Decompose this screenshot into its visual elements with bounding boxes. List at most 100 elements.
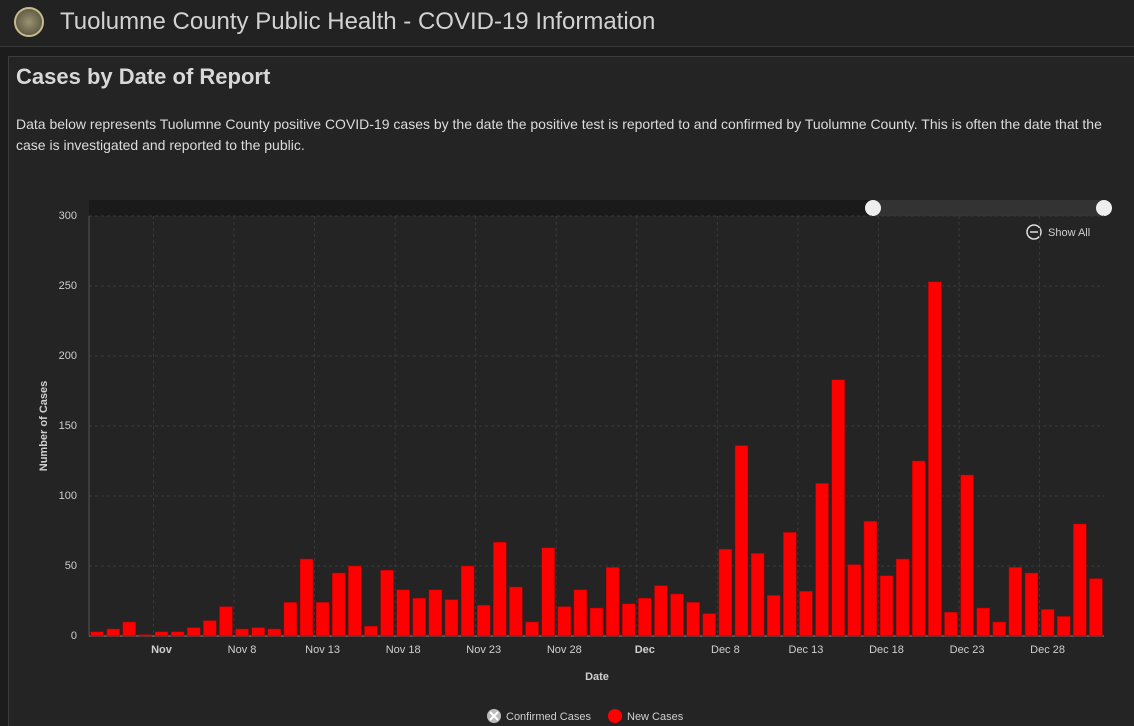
bar bbox=[90, 631, 104, 637]
bar bbox=[992, 621, 1006, 637]
x-tick-label: Dec 23 bbox=[950, 644, 985, 656]
bar bbox=[589, 607, 604, 637]
bar bbox=[396, 589, 410, 637]
bar bbox=[170, 631, 185, 637]
bar bbox=[428, 589, 443, 637]
bar bbox=[912, 460, 926, 637]
bar bbox=[1008, 567, 1023, 637]
x-tick-label: Nov 28 bbox=[547, 644, 582, 656]
bar bbox=[1040, 609, 1055, 637]
y-tick-label: 250 bbox=[59, 280, 77, 292]
y-tick-label: 150 bbox=[59, 420, 77, 432]
bar bbox=[187, 627, 201, 637]
bar bbox=[750, 553, 765, 637]
legend-entry[interactable]: Confirmed Cases bbox=[506, 711, 591, 723]
bar bbox=[299, 558, 314, 637]
x-tick-label: Dec 28 bbox=[1030, 644, 1065, 656]
bar bbox=[1089, 578, 1103, 637]
bar bbox=[1073, 523, 1087, 637]
bar bbox=[1024, 572, 1039, 637]
bar bbox=[605, 567, 620, 637]
bar bbox=[509, 586, 523, 637]
y-tick-label: 100 bbox=[59, 490, 77, 502]
bar bbox=[154, 631, 169, 637]
bar bbox=[364, 625, 378, 637]
y-tick-label: 300 bbox=[59, 210, 77, 222]
x-tick-label: Nov 18 bbox=[386, 644, 421, 656]
bar bbox=[332, 572, 346, 637]
bar bbox=[831, 379, 845, 637]
bar bbox=[895, 558, 910, 637]
bar bbox=[638, 597, 652, 637]
bar bbox=[767, 595, 781, 637]
bar bbox=[348, 565, 362, 637]
x-tick-label: Nov 8 bbox=[228, 644, 257, 656]
y-axis-label: Number of Cases bbox=[38, 381, 50, 471]
bar bbox=[863, 520, 878, 637]
bar bbox=[960, 474, 974, 637]
bar bbox=[444, 599, 459, 637]
bar bbox=[493, 541, 507, 637]
x-tick-label: Dec 13 bbox=[789, 644, 824, 656]
bar bbox=[734, 445, 749, 637]
bar bbox=[235, 628, 249, 637]
bar bbox=[670, 593, 684, 637]
bar bbox=[654, 585, 668, 637]
show-all-button[interactable]: Show All bbox=[1048, 227, 1090, 239]
y-tick-label: 50 bbox=[65, 560, 77, 572]
legend-entry[interactable]: New Cases bbox=[627, 711, 684, 723]
bar bbox=[718, 548, 733, 637]
bar bbox=[622, 603, 636, 637]
bar bbox=[315, 602, 330, 637]
bar bbox=[203, 620, 217, 637]
panel-description: Data below represents Tuolumne County po… bbox=[16, 116, 1102, 153]
county-logo bbox=[14, 7, 44, 37]
bar bbox=[541, 547, 555, 637]
bar bbox=[573, 589, 588, 637]
bar bbox=[702, 613, 716, 637]
bar bbox=[283, 602, 298, 637]
bar bbox=[879, 575, 894, 637]
legend-icon bbox=[489, 711, 499, 721]
bar bbox=[412, 597, 426, 637]
legend-icon bbox=[608, 709, 622, 723]
x-axis-label: Date bbox=[585, 671, 609, 683]
bar bbox=[122, 621, 136, 637]
bar bbox=[477, 604, 491, 637]
panel-title: Cases by Date of Report bbox=[16, 64, 271, 89]
y-tick-label: 0 bbox=[71, 630, 77, 642]
bar bbox=[928, 281, 942, 637]
bar bbox=[219, 606, 233, 637]
bar bbox=[976, 607, 990, 637]
scrollbar-thumb[interactable] bbox=[873, 200, 1104, 216]
header-bar: Tuolumne County Public Health - COVID-19… bbox=[0, 0, 1134, 47]
scrollbar-track[interactable] bbox=[89, 200, 1104, 216]
bar bbox=[460, 565, 475, 637]
x-tick-label: Nov bbox=[151, 644, 173, 656]
header-title: Tuolumne County Public Health - COVID-19… bbox=[60, 8, 656, 35]
bar bbox=[847, 564, 861, 637]
bar bbox=[944, 611, 958, 637]
zoom-out-icon[interactable] bbox=[1026, 224, 1042, 240]
x-tick-label: Dec 8 bbox=[711, 644, 740, 656]
bar bbox=[799, 590, 813, 637]
scroll-handle[interactable] bbox=[865, 200, 881, 216]
x-tick-label: Dec 18 bbox=[869, 644, 904, 656]
bar bbox=[557, 606, 571, 637]
bar bbox=[1057, 616, 1071, 637]
bar bbox=[106, 628, 120, 637]
bar bbox=[138, 634, 153, 637]
bar bbox=[686, 602, 700, 637]
x-tick-label: Nov 23 bbox=[466, 644, 501, 656]
bar bbox=[267, 628, 281, 637]
bar bbox=[251, 627, 265, 637]
y-tick-label: 200 bbox=[59, 350, 77, 362]
bar bbox=[783, 532, 797, 637]
bar bbox=[380, 569, 394, 637]
bar bbox=[525, 621, 539, 637]
scroll-handle[interactable] bbox=[1096, 200, 1112, 216]
bar bbox=[815, 483, 829, 637]
x-tick-label: Nov 13 bbox=[305, 644, 340, 656]
